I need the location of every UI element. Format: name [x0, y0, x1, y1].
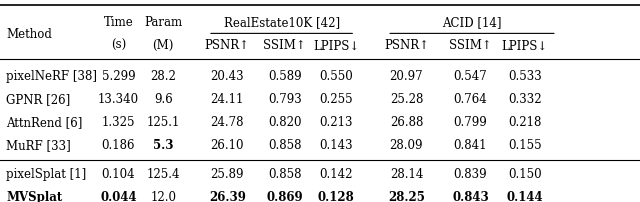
- Text: 28.2: 28.2: [150, 69, 176, 82]
- Text: PSNR↑: PSNR↑: [205, 39, 250, 52]
- Text: MVSplat: MVSplat: [6, 190, 63, 202]
- Text: pixelSplat [1]: pixelSplat [1]: [6, 167, 86, 180]
- Text: 0.547: 0.547: [454, 69, 487, 82]
- Text: ACID [14]: ACID [14]: [442, 16, 502, 29]
- Text: 24.11: 24.11: [211, 92, 244, 105]
- Text: 0.143: 0.143: [319, 138, 353, 151]
- Text: 5.3: 5.3: [153, 138, 173, 151]
- Text: 0.044: 0.044: [100, 190, 137, 202]
- Text: 0.858: 0.858: [268, 138, 301, 151]
- Text: 0.793: 0.793: [268, 92, 301, 105]
- Text: 5.299: 5.299: [102, 69, 135, 82]
- Text: SSIM↑: SSIM↑: [264, 39, 306, 52]
- Text: (s): (s): [111, 39, 126, 52]
- Text: 0.213: 0.213: [319, 115, 353, 128]
- Text: (M): (M): [152, 39, 174, 52]
- Text: 0.839: 0.839: [454, 167, 487, 180]
- Text: SSIM↑: SSIM↑: [449, 39, 492, 52]
- Text: 0.150: 0.150: [508, 167, 541, 180]
- Text: pixelNeRF [38]: pixelNeRF [38]: [6, 69, 97, 82]
- Text: Method: Method: [6, 28, 52, 41]
- Text: 0.550: 0.550: [319, 69, 353, 82]
- Text: 0.869: 0.869: [266, 190, 303, 202]
- Text: 26.10: 26.10: [211, 138, 244, 151]
- Text: 0.332: 0.332: [508, 92, 541, 105]
- Text: 28.14: 28.14: [390, 167, 423, 180]
- Text: 25.89: 25.89: [211, 167, 244, 180]
- Text: LPIPS↓: LPIPS↓: [313, 39, 359, 52]
- Text: 0.144: 0.144: [506, 190, 543, 202]
- Text: 0.841: 0.841: [454, 138, 487, 151]
- Text: 0.142: 0.142: [319, 167, 353, 180]
- Text: 25.28: 25.28: [390, 92, 423, 105]
- Text: MuRF [33]: MuRF [33]: [6, 138, 71, 151]
- Text: 28.09: 28.09: [390, 138, 423, 151]
- Text: 26.39: 26.39: [209, 190, 246, 202]
- Text: 0.843: 0.843: [452, 190, 489, 202]
- Text: 0.820: 0.820: [268, 115, 301, 128]
- Text: 0.128: 0.128: [317, 190, 355, 202]
- Text: GPNR [26]: GPNR [26]: [6, 92, 70, 105]
- Text: 26.88: 26.88: [390, 115, 423, 128]
- Text: 0.218: 0.218: [508, 115, 541, 128]
- Text: 0.155: 0.155: [508, 138, 541, 151]
- Text: 0.104: 0.104: [102, 167, 135, 180]
- Text: 0.589: 0.589: [268, 69, 301, 82]
- Text: 20.43: 20.43: [211, 69, 244, 82]
- Text: 20.97: 20.97: [390, 69, 423, 82]
- Text: 0.533: 0.533: [508, 69, 541, 82]
- Text: 13.340: 13.340: [98, 92, 139, 105]
- Text: 0.255: 0.255: [319, 92, 353, 105]
- Text: 125.1: 125.1: [147, 115, 180, 128]
- Text: PSNR↑: PSNR↑: [384, 39, 429, 52]
- Text: 12.0: 12.0: [150, 190, 176, 202]
- Text: 0.186: 0.186: [102, 138, 135, 151]
- Text: 0.799: 0.799: [454, 115, 487, 128]
- Text: Time: Time: [104, 16, 133, 29]
- Text: 1.325: 1.325: [102, 115, 135, 128]
- Text: 125.4: 125.4: [147, 167, 180, 180]
- Text: 0.858: 0.858: [268, 167, 301, 180]
- Text: Param: Param: [144, 16, 182, 29]
- Text: 24.78: 24.78: [211, 115, 244, 128]
- Text: AttnRend [6]: AttnRend [6]: [6, 115, 83, 128]
- Text: 0.764: 0.764: [454, 92, 487, 105]
- Text: 28.25: 28.25: [388, 190, 425, 202]
- Text: LPIPS↓: LPIPS↓: [502, 39, 548, 52]
- Text: RealEstate10K [42]: RealEstate10K [42]: [223, 16, 340, 29]
- Text: 9.6: 9.6: [154, 92, 173, 105]
